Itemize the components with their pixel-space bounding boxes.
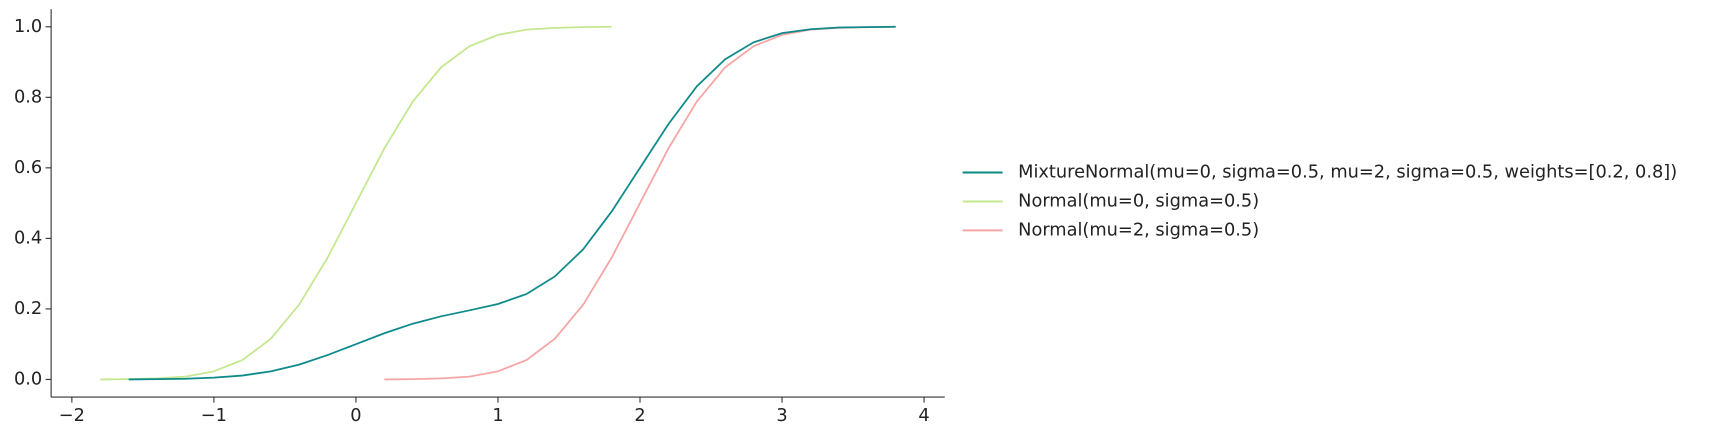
x-tick-label: 4 [918, 405, 929, 426]
x-tick-label: 0 [350, 405, 361, 426]
y-tick-label: 0.0 [14, 368, 42, 389]
line [100, 25, 612, 381]
x-tick-label: 2 [634, 405, 645, 426]
y-tick-label: 0.4 [14, 227, 42, 248]
y-tick-label: 0.6 [14, 157, 42, 178]
y-tick-label: 0.8 [14, 86, 42, 107]
x-tick-label: 1 [492, 405, 503, 426]
legend-label: MixtureNormal(mu=0, sigma=0.5, mu=2, sig… [1018, 162, 1677, 183]
legend-label: Normal(mu=2, sigma=0.5) [1018, 219, 1259, 240]
x-tick-label: −2 [59, 405, 85, 426]
line [384, 25, 896, 381]
y-tick-label: 1.0 [14, 16, 42, 37]
x-tick-label: −1 [201, 405, 227, 426]
line [128, 25, 896, 381]
legend-label: Normal(mu=0, sigma=0.5) [1018, 190, 1259, 211]
x-tick-label: 3 [776, 405, 787, 426]
y-tick-label: 0.2 [14, 298, 42, 319]
